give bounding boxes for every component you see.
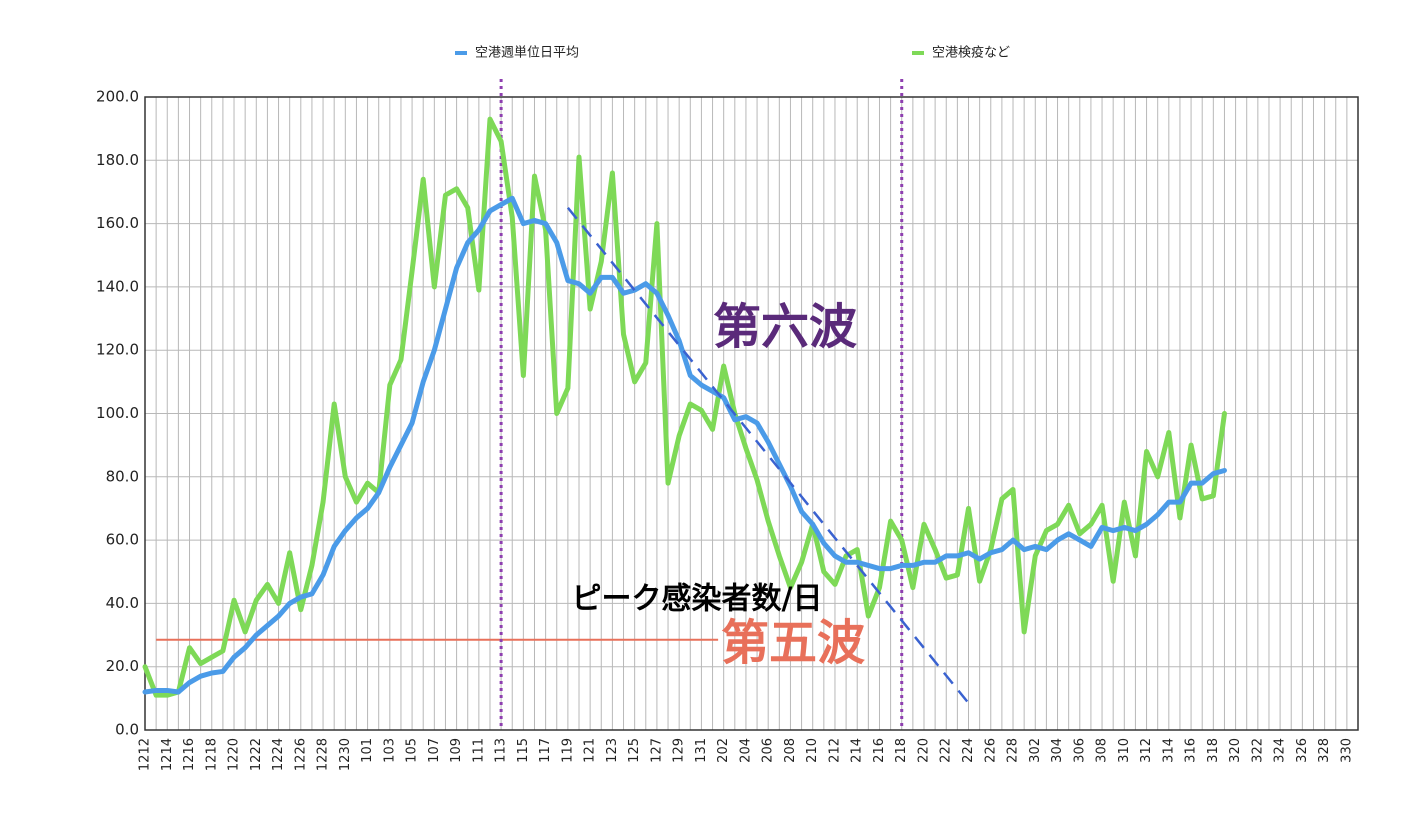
x-tick-label: 113: [494, 738, 509, 763]
x-tick-label: 306: [1072, 738, 1087, 763]
y-tick-label: 100.0: [96, 404, 139, 422]
x-tick-label: 220: [916, 738, 931, 763]
x-tick-label: 1224: [271, 738, 286, 771]
y-tick-label: 160.0: [96, 214, 139, 232]
x-tick-label: 1214: [160, 738, 175, 771]
x-tick-label: 330: [1339, 738, 1354, 763]
x-tick-label: 208: [783, 738, 798, 763]
y-tick-label: 40.0: [106, 594, 139, 612]
x-tick-label: 310: [1117, 738, 1132, 763]
x-tick-label: 107: [427, 738, 442, 763]
x-tick-label: 318: [1206, 738, 1221, 763]
x-tick-label: 109: [449, 738, 464, 763]
annotation: 第六波: [713, 299, 857, 355]
legend-label: 空港検疫など: [932, 45, 1010, 61]
x-tick-label: 316: [1184, 738, 1199, 763]
x-tick-label: 1228: [316, 738, 331, 771]
x-tick-label: 1222: [249, 738, 264, 771]
x-tick-label: 322: [1250, 738, 1265, 763]
y-tick-label: 20.0: [106, 657, 139, 675]
y-tick-label: 180.0: [96, 151, 139, 169]
y-tick-label: 120.0: [96, 341, 139, 359]
y-tick-label: 200.0: [96, 88, 139, 106]
x-tick-label: 125: [627, 738, 642, 763]
x-tick-label: 111: [471, 738, 486, 763]
series-line: [142, 195, 1227, 695]
x-tick-label: 1216: [182, 738, 197, 771]
x-tick-label: 202: [716, 738, 731, 763]
x-tick-label: 308: [1095, 738, 1110, 763]
x-tick-label: 129: [672, 738, 687, 763]
x-tick-label: 1230: [338, 738, 353, 771]
trend-line: [566, 206, 970, 704]
x-tick-label: 210: [805, 738, 820, 763]
x-tick-label: 105: [405, 738, 420, 763]
legend-label: 空港週単位日平均: [475, 45, 579, 61]
x-tick-label: 121: [583, 738, 598, 763]
x-tick-label: 119: [560, 738, 575, 763]
annotation: 第五波: [721, 615, 865, 671]
x-tick-label: 131: [694, 738, 709, 763]
x-tick-label: 103: [382, 738, 397, 763]
x-tick-label: 226: [983, 738, 998, 763]
series-line: [142, 116, 1227, 698]
x-tick-label: 1218: [204, 738, 219, 771]
x-tick-label: 1226: [293, 738, 308, 771]
x-tick-label: 228: [1006, 738, 1021, 763]
x-tick-label: 212: [827, 738, 842, 763]
x-tick-label: 324: [1273, 738, 1288, 763]
x-tick-label: 117: [538, 738, 553, 763]
x-tick-label: 328: [1317, 738, 1332, 763]
x-tick-label: 214: [850, 738, 865, 763]
x-tick-label: 101: [360, 738, 375, 763]
x-tick-label: 1220: [227, 738, 242, 771]
y-tick-label: 0.0: [115, 721, 139, 739]
annotation: ピーク感染者数/日: [572, 582, 823, 617]
y-tick-label: 140.0: [96, 277, 139, 295]
x-tick-label: 206: [761, 738, 776, 763]
x-tick-label: 216: [872, 738, 887, 763]
x-tick-label: 1212: [138, 738, 153, 771]
x-tick-label: 314: [1161, 738, 1176, 763]
x-tick-label: 304: [1050, 738, 1065, 763]
x-tick-label: 312: [1139, 738, 1154, 763]
x-tick-label: 302: [1028, 738, 1043, 763]
x-tick-label: 218: [894, 738, 909, 763]
x-tick-label: 127: [649, 738, 664, 763]
y-tick-label: 80.0: [106, 467, 139, 485]
x-tick-label: 204: [738, 738, 753, 763]
x-tick-label: 224: [961, 738, 976, 763]
plot-frame: [144, 96, 1359, 731]
x-tick-label: 123: [605, 738, 620, 763]
x-tick-label: 222: [939, 738, 954, 763]
x-tick-label: 115: [516, 738, 531, 763]
x-tick-label: 326: [1295, 738, 1310, 763]
x-tick-label: 320: [1228, 738, 1243, 763]
y-tick-label: 60.0: [106, 531, 139, 549]
